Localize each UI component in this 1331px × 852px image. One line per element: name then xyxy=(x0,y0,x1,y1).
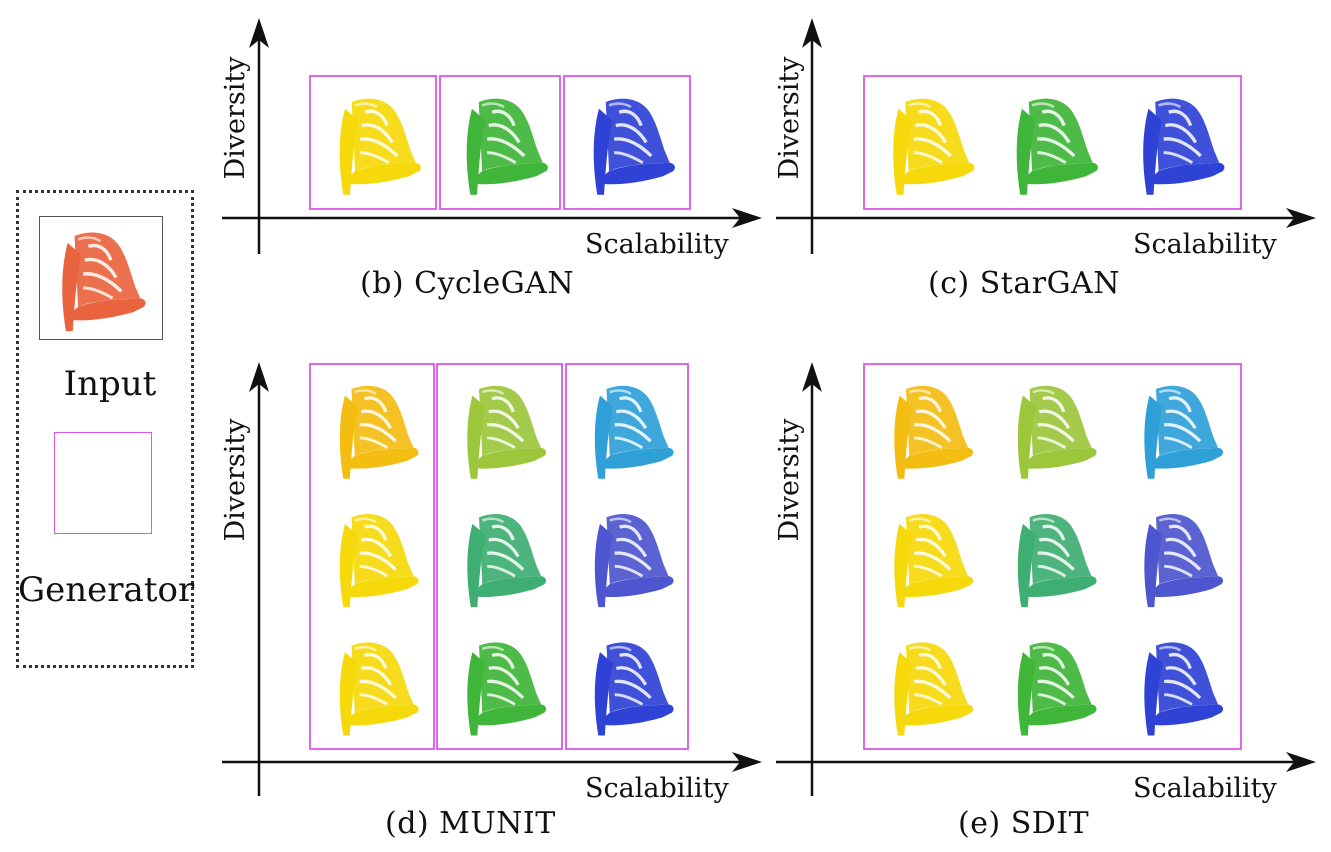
translated-shoe-green xyxy=(465,640,548,738)
input-image xyxy=(39,216,163,340)
translated-shoe-cyan xyxy=(593,384,676,481)
shoe-icon xyxy=(338,640,421,738)
translated-shoe-green xyxy=(1014,96,1100,197)
translated-shoe-blue xyxy=(593,640,676,738)
generator-legend-box xyxy=(54,432,152,534)
shoe-icon xyxy=(338,512,421,609)
translated-shoe-yellow-green xyxy=(465,384,548,481)
translated-shoe-indigo xyxy=(1142,512,1225,609)
translated-shoe-blue xyxy=(1142,640,1225,738)
shoe-icon xyxy=(892,512,975,609)
shoe-icon xyxy=(465,640,548,738)
translated-shoe-green xyxy=(464,96,550,197)
generator-box xyxy=(863,75,1242,210)
shoe-icon xyxy=(1016,384,1099,481)
panel-e: Scalability Diversity xyxy=(774,362,1316,804)
caption-cyclegan: (b) CycleGAN xyxy=(360,266,575,301)
shoe-icon xyxy=(892,640,975,738)
translated-shoe-yellow xyxy=(892,512,975,609)
translated-shoe-yellow-orange xyxy=(338,384,421,481)
generator-label: Generator xyxy=(18,570,195,610)
shoe-icon xyxy=(1142,640,1225,738)
y-axis-label: Diversity xyxy=(774,56,805,180)
y-axis-arrowhead xyxy=(249,18,269,48)
x-axis-arrowhead xyxy=(1286,752,1316,772)
generator-box xyxy=(309,75,437,210)
shoe-icon xyxy=(464,96,550,197)
y-axis-arrowhead xyxy=(802,362,822,392)
x-axis-label: Scalability xyxy=(1133,773,1277,804)
shoe-icon xyxy=(593,640,676,738)
translated-shoe-yellow-orange xyxy=(892,384,975,481)
panel-c: Scalability Diversity xyxy=(774,18,1316,260)
shoe-icon xyxy=(1016,512,1099,609)
translated-shoe-teal-green xyxy=(465,512,548,609)
translated-shoe-teal-green xyxy=(1016,512,1099,609)
y-axis-arrowhead xyxy=(249,362,269,392)
legend-box xyxy=(16,190,194,668)
panel-b: Scalability Diversity xyxy=(220,18,762,260)
shoe-icon xyxy=(593,384,676,481)
shoe-icon xyxy=(593,512,676,609)
x-axis-label: Scalability xyxy=(1133,229,1277,260)
shoe-icon xyxy=(891,96,977,197)
translated-shoe-blue xyxy=(1141,96,1227,197)
shoe-icon xyxy=(1141,96,1227,197)
translated-shoe-yellow-green xyxy=(1016,384,1099,481)
translated-shoe-yellow xyxy=(892,640,975,738)
generator-box xyxy=(565,363,689,750)
shoe-icon xyxy=(591,96,677,197)
shoe-icon xyxy=(465,512,548,609)
translated-shoe-indigo xyxy=(593,512,676,609)
x-axis-label: Scalability xyxy=(585,229,729,260)
shoe-icon xyxy=(1142,512,1225,609)
caption-munit: (d) MUNIT xyxy=(385,806,556,841)
generator-box xyxy=(439,75,561,210)
shoe-icon xyxy=(338,384,421,481)
y-axis-label: Diversity xyxy=(220,418,251,542)
translated-shoe-green xyxy=(1016,640,1099,738)
translated-shoe-blue xyxy=(591,96,677,197)
generator-box xyxy=(309,363,435,750)
shoe-icon xyxy=(465,384,548,481)
input-label: Input xyxy=(63,364,157,404)
x-axis-arrowhead xyxy=(732,752,762,772)
x-axis-label: Scalability xyxy=(585,773,729,804)
shoe-icon xyxy=(1142,384,1225,481)
shoe-icon xyxy=(1014,96,1100,197)
x-axis-arrowhead xyxy=(1286,208,1316,228)
shoe-icon xyxy=(892,384,975,481)
y-axis-label: Diversity xyxy=(774,418,805,542)
y-axis-arrowhead xyxy=(802,18,822,48)
generator-box xyxy=(436,363,563,750)
shoe-icon xyxy=(1016,640,1099,738)
caption-sdit: (e) SDIT xyxy=(958,806,1090,841)
generator-box xyxy=(563,75,691,210)
generator-box xyxy=(863,363,1242,750)
translated-shoe-yellow xyxy=(891,96,977,197)
translated-shoe-cyan xyxy=(1142,384,1225,481)
translated-shoe-yellow xyxy=(338,512,421,609)
x-axis-arrowhead xyxy=(732,208,762,228)
y-axis-label: Diversity xyxy=(220,56,251,180)
panel-d: Scalability Diversity xyxy=(220,362,762,804)
translated-shoe-yellow xyxy=(337,96,423,197)
shoe-icon xyxy=(337,96,423,197)
translated-shoe-yellow xyxy=(338,640,421,738)
caption-stargan: (c) StarGAN xyxy=(928,266,1120,301)
